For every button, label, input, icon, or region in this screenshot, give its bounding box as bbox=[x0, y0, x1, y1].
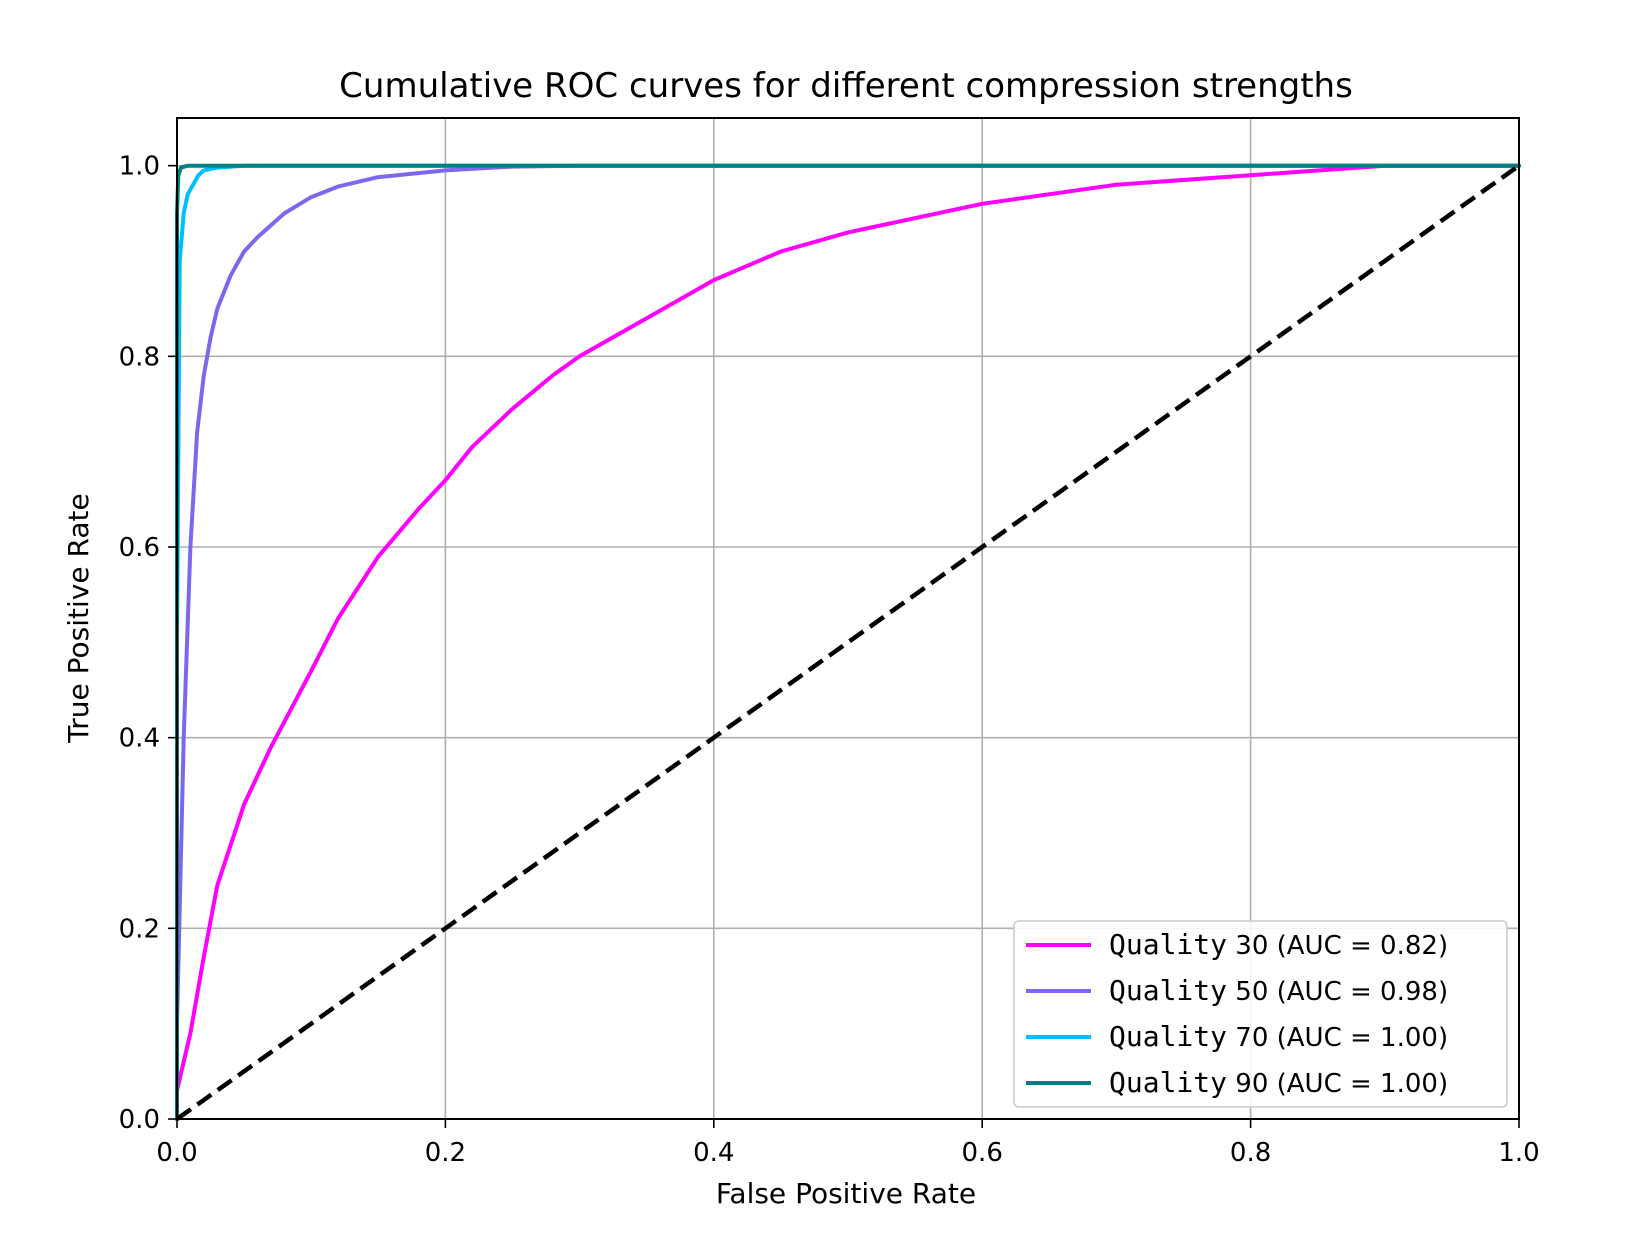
y-axis-label: True Positive Rate bbox=[62, 493, 95, 743]
legend-label-value-1: 50 (AUC = 0.98) bbox=[1227, 977, 1448, 1007]
x-tick-label-1: 0.2 bbox=[425, 1138, 466, 1168]
y-tick-label-2: 0.4 bbox=[119, 724, 160, 754]
legend-label-name-0: Quality bbox=[1109, 928, 1227, 961]
legend-label-name-3: Quality bbox=[1109, 1066, 1227, 1099]
x-tick-label-4: 0.8 bbox=[1230, 1138, 1271, 1168]
legend-label-value-0: 30 (AUC = 0.82) bbox=[1227, 931, 1448, 961]
legend-label-0: Quality 30 (AUC = 0.82) bbox=[1109, 928, 1448, 961]
legend: Quality 30 (AUC = 0.82)Quality 50 (AUC =… bbox=[1013, 920, 1508, 1108]
legend-label-name-2: Quality bbox=[1109, 1020, 1227, 1053]
y-tick-label-0: 0.0 bbox=[119, 1105, 160, 1135]
legend-box bbox=[1013, 920, 1508, 1108]
x-tick-label-3: 0.6 bbox=[962, 1138, 1003, 1168]
axis-ticks: 0.0 0.2 0.4 0.6 0.8 1.0 0.0 0.2 0.4 0.6 0.8 1.0 bbox=[119, 152, 1540, 1168]
legend-label-2: Quality 70 (AUC = 1.00) bbox=[1109, 1020, 1448, 1053]
x-axis-label: False Positive Rate bbox=[716, 1177, 976, 1210]
legend-label-name-1: Quality bbox=[1109, 974, 1227, 1007]
y-tick-label-1: 0.2 bbox=[119, 914, 160, 944]
y-tick-label-5: 1.0 bbox=[119, 152, 160, 182]
plot-frame bbox=[176, 117, 1520, 1120]
x-tick-label-5: 1.0 bbox=[1498, 1138, 1539, 1168]
y-tick-label-4: 0.8 bbox=[119, 342, 160, 372]
x-tick-label-2: 0.4 bbox=[693, 1138, 734, 1168]
chart-title: Cumulative ROC curves for different comp… bbox=[339, 66, 1353, 106]
y-tick-label-3: 0.6 bbox=[119, 533, 160, 563]
legend-label-1: Quality 50 (AUC = 0.98) bbox=[1109, 974, 1448, 1007]
legend-label-value-2: 70 (AUC = 1.00) bbox=[1227, 1023, 1448, 1053]
legend-label-value-3: 90 (AUC = 1.00) bbox=[1227, 1069, 1448, 1099]
legend-label-3: Quality 90 (AUC = 1.00) bbox=[1109, 1066, 1448, 1099]
roc-curve-series-0 bbox=[175, 163, 1521, 1121]
x-tick-label-0: 0.0 bbox=[156, 1138, 197, 1168]
grid-lines bbox=[176, 118, 1520, 1120]
